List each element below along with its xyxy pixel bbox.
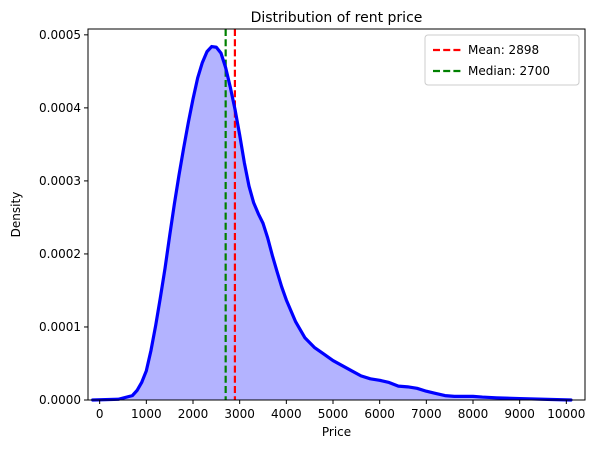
axes-frame	[87, 28, 586, 401]
x-tick-label: 10000	[547, 407, 585, 421]
x-tick-label: 5000	[318, 407, 349, 421]
legend: Mean: 2898 Median: 2700	[424, 34, 580, 86]
legend-label: Median: 2700	[468, 64, 550, 78]
legend-label: Mean: 2898	[468, 43, 539, 57]
density-curve	[91, 44, 573, 402]
x-tick-label: 1000	[131, 407, 162, 421]
chart-title: Distribution of rent price	[251, 10, 423, 26]
y-tick-label: 0.0002	[39, 247, 81, 261]
y-axis-ticks: 0.0000 0.0001 0.0002 0.0003 0.0004 0.0005	[39, 28, 88, 407]
density-fill-area	[92, 46, 572, 400]
x-tick-label: 7000	[411, 407, 442, 421]
y-tick-label: 0.0005	[39, 28, 81, 42]
y-tick-label: 0.0004	[39, 101, 81, 115]
x-tick-label: 3000	[224, 407, 255, 421]
x-axis-ticks: 0 1000 2000 3000 4000 5000 6000 7000 8000 9000 100…	[96, 400, 585, 421]
reference-lines	[224, 29, 237, 400]
x-axis-label: Price	[322, 425, 351, 439]
x-tick-label: 9000	[504, 407, 535, 421]
y-tick-label: 0.0000	[39, 393, 81, 407]
x-tick-label: 4000	[271, 407, 302, 421]
x-tick-label: 2000	[178, 407, 209, 421]
x-tick-label: 0	[96, 407, 104, 421]
x-tick-label: 8000	[458, 407, 489, 421]
legend-box	[424, 34, 580, 86]
y-axis-label: Density	[9, 192, 23, 238]
plot-area	[91, 29, 573, 402]
y-tick-label: 0.0003	[39, 174, 81, 188]
x-tick-label: 6000	[364, 407, 395, 421]
y-tick-label: 0.0001	[39, 320, 81, 334]
